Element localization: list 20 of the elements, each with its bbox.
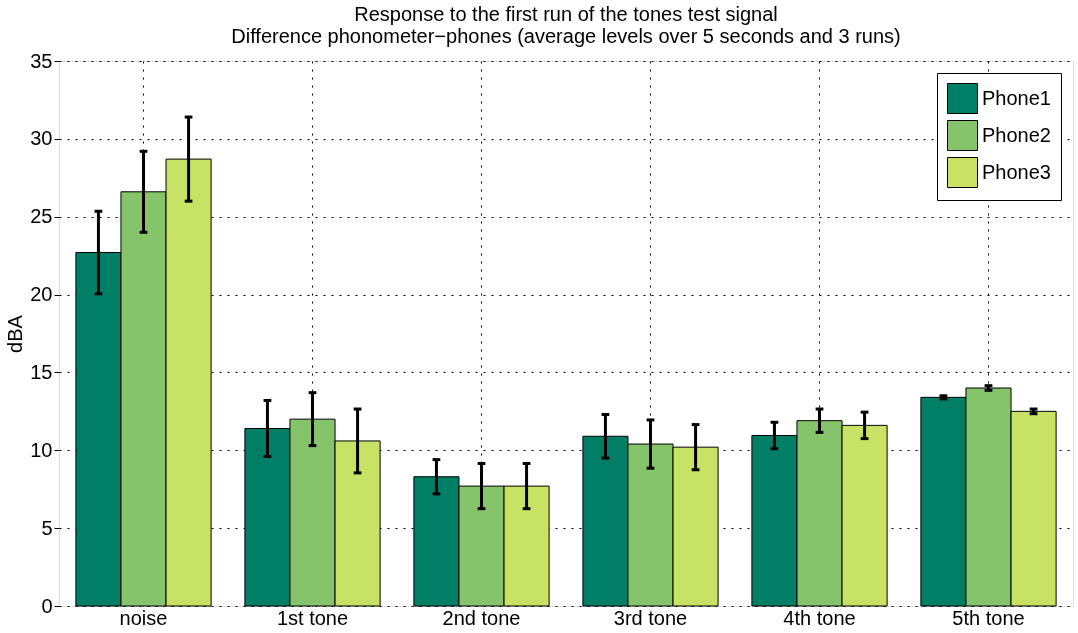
x-tick-label: 5th tone — [952, 606, 1025, 629]
x-tick-label: 2nd tone — [442, 606, 521, 629]
y-tick-label: 10 — [30, 438, 53, 461]
y-tick-label: 35 — [30, 49, 53, 72]
y-tick-label: 5 — [41, 516, 53, 539]
text: Response to the first run of the tones test signal — [354, 3, 778, 25]
y-tick-label: 30 — [30, 127, 53, 150]
y-tick-label: 25 — [30, 205, 53, 228]
x-tick-label: noise — [119, 606, 168, 629]
x-tick-label: 1st tone — [276, 606, 349, 629]
y-tick-label: 20 — [30, 283, 53, 306]
text: Difference phonometer−phones (average levels over 5 seconds and 3 runs) — [231, 25, 901, 47]
legend-label: Phone3 — [982, 160, 1051, 183]
x-tick-label: 3rd tone — [613, 606, 688, 629]
x-tick-label: 4th tone — [783, 606, 856, 629]
y-tick-label: 0 — [41, 594, 53, 617]
legend-label: Phone2 — [982, 123, 1051, 146]
legend-label: Phone1 — [982, 86, 1051, 109]
y-axis-title: dBA — [4, 314, 27, 353]
y-tick-label: 15 — [30, 360, 53, 383]
